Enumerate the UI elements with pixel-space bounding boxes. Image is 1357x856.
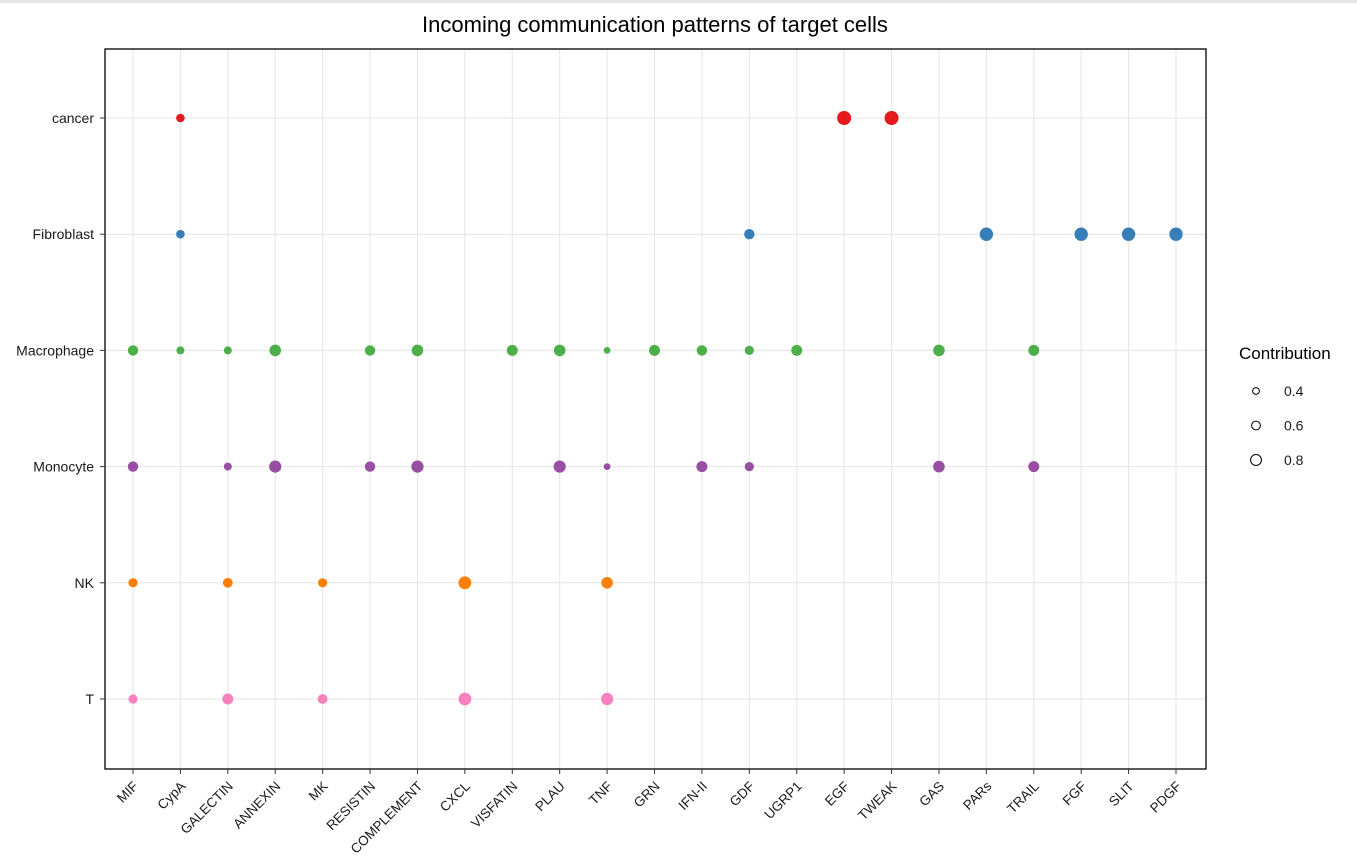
- point-nk-mif: [128, 578, 138, 588]
- y-axis: cancer Fibroblast Macrophage Monocyte NK T: [16, 110, 105, 707]
- point-fibroblast-pdgf: [1169, 227, 1183, 241]
- point-macrophage-ugrp1: [791, 344, 803, 356]
- point-macrophage-gas: [933, 344, 945, 357]
- point-nk-tnf: [601, 577, 613, 589]
- point-nk-cxcl: [458, 576, 472, 590]
- point-monocyte-ifn-ii: [696, 461, 708, 473]
- x-tick-label: MIF: [114, 779, 141, 806]
- y-tick-label: NK: [75, 575, 95, 591]
- point-monocyte-plau: [553, 460, 566, 473]
- point-macrophage-visfatin: [506, 344, 518, 356]
- point-macrophage-gdf: [744, 345, 754, 355]
- point-macrophage-cypa: [176, 346, 185, 355]
- point-fibroblast-gdf: [744, 229, 755, 240]
- point-cancer-egf: [837, 111, 852, 125]
- legend-key-circle: [1251, 420, 1261, 431]
- point-t-mk: [317, 694, 328, 704]
- point-macrophage-galectin: [223, 346, 232, 355]
- x-tick-label: ANNEXIN: [230, 779, 283, 832]
- y-tick-label: Fibroblast: [33, 226, 95, 242]
- legend-title: Contribution: [1239, 344, 1331, 363]
- x-tick-label: GAS: [916, 779, 947, 810]
- point-monocyte-gas: [933, 460, 945, 473]
- point-monocyte-gdf: [744, 462, 754, 472]
- x-tick-label: VISFATIN: [468, 779, 520, 831]
- point-monocyte-annexin: [269, 460, 282, 473]
- point-fibroblast-fgf: [1074, 227, 1088, 241]
- x-tick-label: TNF: [586, 779, 615, 808]
- point-macrophage-plau: [553, 344, 566, 357]
- point-macrophage-ifn-ii: [696, 345, 708, 356]
- point-macrophage-complement: [411, 344, 424, 357]
- point-monocyte-complement: [411, 460, 424, 473]
- x-tick-label: MK: [306, 779, 331, 804]
- legend-key-circle: [1250, 454, 1262, 466]
- point-t-mif: [128, 694, 138, 704]
- x-tick-label: PLAU: [532, 779, 568, 815]
- legend-key-label: 0.4: [1284, 383, 1304, 399]
- plot-panel-border: [104, 48, 1207, 770]
- x-tick-label: EGF: [822, 779, 852, 809]
- x-tick-label: PARs: [960, 778, 994, 812]
- x-tick-label: GDF: [727, 779, 758, 810]
- point-fibroblast-cypa: [176, 229, 185, 239]
- point-nk-galectin: [222, 577, 233, 588]
- y-tick-label: Monocyte: [33, 459, 94, 475]
- point-cancer-tweak: [884, 111, 899, 125]
- point-macrophage-resistin: [364, 345, 376, 356]
- x-tick-label: PDGF: [1147, 779, 1184, 816]
- point-monocyte-resistin: [364, 461, 376, 472]
- x-tick-label: UGRP1: [761, 779, 804, 822]
- legend-key-circle: [1252, 387, 1260, 395]
- point-monocyte-trail: [1028, 461, 1040, 473]
- point-monocyte-tnf: [603, 463, 611, 470]
- point-macrophage-annexin: [269, 344, 282, 357]
- legend-key-label: 0.8: [1284, 452, 1304, 468]
- x-tick-label: TWEAK: [855, 779, 900, 824]
- x-tick-label: TRAIL: [1004, 778, 1042, 816]
- point-macrophage-trail: [1028, 344, 1040, 356]
- point-cancer-cypa: [176, 113, 185, 123]
- x-tick-label: SLIT: [1106, 779, 1137, 810]
- point-macrophage-grn: [649, 344, 660, 356]
- y-tick-label: T: [85, 691, 94, 707]
- point-macrophage-tnf: [603, 347, 611, 354]
- point-macrophage-mif: [127, 345, 139, 356]
- point-monocyte-galectin: [223, 462, 232, 471]
- point-monocyte-mif: [127, 461, 139, 472]
- point-fibroblast-slit: [1121, 227, 1136, 241]
- window-top-border: [0, 0, 1357, 3]
- point-t-galectin: [222, 693, 234, 705]
- legend-key-label: 0.6: [1284, 418, 1304, 434]
- x-tick-label: GRN: [631, 779, 663, 811]
- point-fibroblast-pars: [979, 227, 994, 241]
- data-points: [127, 111, 1183, 706]
- point-nk-mk: [318, 578, 328, 588]
- x-tick-label: CXCL: [437, 778, 473, 814]
- y-tick-label: cancer: [52, 110, 94, 126]
- x-tick-label: CypA: [155, 779, 189, 813]
- y-tick-label: Macrophage: [16, 342, 94, 358]
- chart-title: Incoming communication patterns of targe…: [422, 12, 888, 37]
- x-tick-label: IFN-II: [676, 779, 710, 813]
- grid-lines: [105, 49, 1206, 769]
- size-legend: Contribution 0.4 0.6 0.8: [1239, 344, 1331, 468]
- point-t-cxcl: [458, 692, 472, 706]
- x-tick-label: FGF: [1060, 779, 1090, 809]
- point-t-tnf: [600, 692, 614, 706]
